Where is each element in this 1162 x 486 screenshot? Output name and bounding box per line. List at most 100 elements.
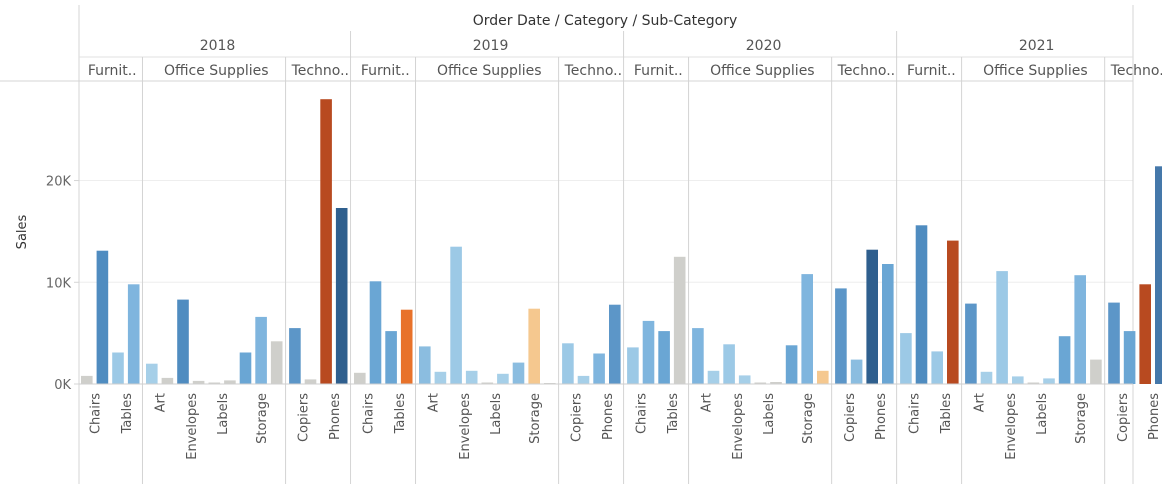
category-header: Techno..	[291, 63, 349, 79]
bar	[528, 308, 540, 384]
bar	[161, 377, 174, 384]
bar	[1123, 331, 1136, 384]
y-tick-label: 10K	[46, 276, 72, 291]
category-header: Office Supplies	[437, 63, 542, 79]
x-tick-label: Envelopes	[185, 393, 200, 460]
bar	[96, 250, 109, 384]
category-header: Techno..	[564, 63, 622, 79]
bar	[177, 299, 189, 384]
category-header: Furnit..	[907, 63, 956, 79]
bar	[270, 341, 283, 384]
x-tick-label: Phones	[874, 393, 889, 440]
x-tick-label: Storage	[528, 393, 543, 444]
bar	[1058, 336, 1071, 384]
x-tick-label: Phones	[328, 393, 343, 440]
bar	[577, 375, 590, 384]
x-tick-label: Art	[973, 393, 988, 412]
y-tick-label: 0K	[54, 378, 71, 393]
header-frame	[0, 5, 1134, 484]
x-tick-label: Copiers	[843, 393, 858, 442]
x-tick-label: Tables	[939, 393, 954, 435]
x-tick-label: Tables	[393, 393, 408, 435]
bar	[255, 316, 267, 384]
bar	[1108, 302, 1120, 384]
bar	[723, 344, 735, 384]
bar	[400, 309, 413, 384]
x-tick-label: Copiers	[1116, 393, 1131, 442]
bar	[304, 379, 317, 384]
bar	[692, 328, 704, 384]
x-tick-label: Storage	[255, 393, 270, 444]
x-tick-label: Labels	[489, 393, 504, 435]
bar	[593, 353, 605, 384]
bar	[192, 380, 205, 384]
bar	[915, 225, 928, 384]
x-tick-label: Copiers	[297, 393, 312, 442]
x-tick-label: Envelopes	[731, 393, 746, 460]
bar	[785, 345, 798, 384]
bar	[754, 382, 767, 384]
x-tick-label: Tables	[666, 393, 681, 435]
bar	[1027, 382, 1040, 384]
x-tick-label: Envelopes	[458, 393, 473, 460]
x-tick-label: Phones	[601, 393, 616, 440]
bars	[79, 99, 1162, 385]
bar	[127, 284, 140, 384]
bar	[289, 328, 301, 384]
bar	[627, 347, 639, 384]
bar	[320, 99, 332, 384]
bar	[239, 352, 252, 384]
bar	[900, 333, 912, 384]
year-header: 2020	[746, 38, 782, 54]
x-tick-label: Labels	[762, 393, 777, 435]
x-tick-label: Art	[154, 393, 169, 412]
bar	[419, 346, 431, 384]
bar	[996, 271, 1008, 384]
bar	[866, 249, 878, 384]
x-tick-label: Storage	[801, 393, 816, 444]
x-tick-label: Chairs	[635, 393, 650, 434]
category-header: Office Supplies	[983, 63, 1088, 79]
bar	[369, 281, 382, 384]
y-axis: 0K 10K 20K	[46, 175, 79, 393]
y-tick-label: 20K	[46, 175, 72, 190]
x-tick-label: Tables	[120, 393, 135, 435]
year-header: 2021	[1019, 38, 1055, 54]
column-headers: Furnit.. Office Supplies Techno.. 2018 Furni…	[88, 38, 1162, 79]
x-axis-labels: Chairs Tables Art Envelopes Labels Storage Cop…	[89, 393, 1162, 460]
bar	[835, 288, 847, 384]
bar	[1090, 359, 1102, 384]
bar	[931, 351, 943, 384]
bar	[1139, 284, 1151, 384]
bar	[642, 320, 655, 384]
bar	[335, 208, 348, 384]
x-tick-label: Art	[700, 393, 715, 412]
category-header: Furnit..	[634, 63, 683, 79]
bar	[146, 363, 158, 384]
bar	[1012, 376, 1024, 384]
bar	[980, 371, 993, 384]
bar	[562, 343, 574, 384]
x-tick-label: Labels	[1035, 393, 1050, 435]
bar	[1043, 378, 1055, 384]
bar	[354, 372, 366, 384]
bar	[707, 370, 720, 384]
bar	[850, 359, 863, 384]
x-tick-label: Chairs	[362, 393, 377, 434]
x-tick-label: Chairs	[908, 393, 923, 434]
chart-title: Order Date / Category / Sub-Category	[473, 13, 738, 29]
category-header: Techno..	[1110, 63, 1162, 79]
bar	[1074, 275, 1086, 384]
bar	[497, 373, 509, 384]
bar	[224, 380, 236, 384]
category-header: Office Supplies	[710, 63, 815, 79]
y-axis-label: Sales	[15, 214, 30, 249]
x-tick-label: Labels	[216, 393, 231, 435]
grid-lines	[79, 180, 1133, 283]
category-header: Furnit..	[361, 63, 410, 79]
bar	[801, 274, 813, 384]
category-header: Techno..	[837, 63, 895, 79]
bar	[609, 304, 621, 384]
bar	[112, 352, 124, 384]
